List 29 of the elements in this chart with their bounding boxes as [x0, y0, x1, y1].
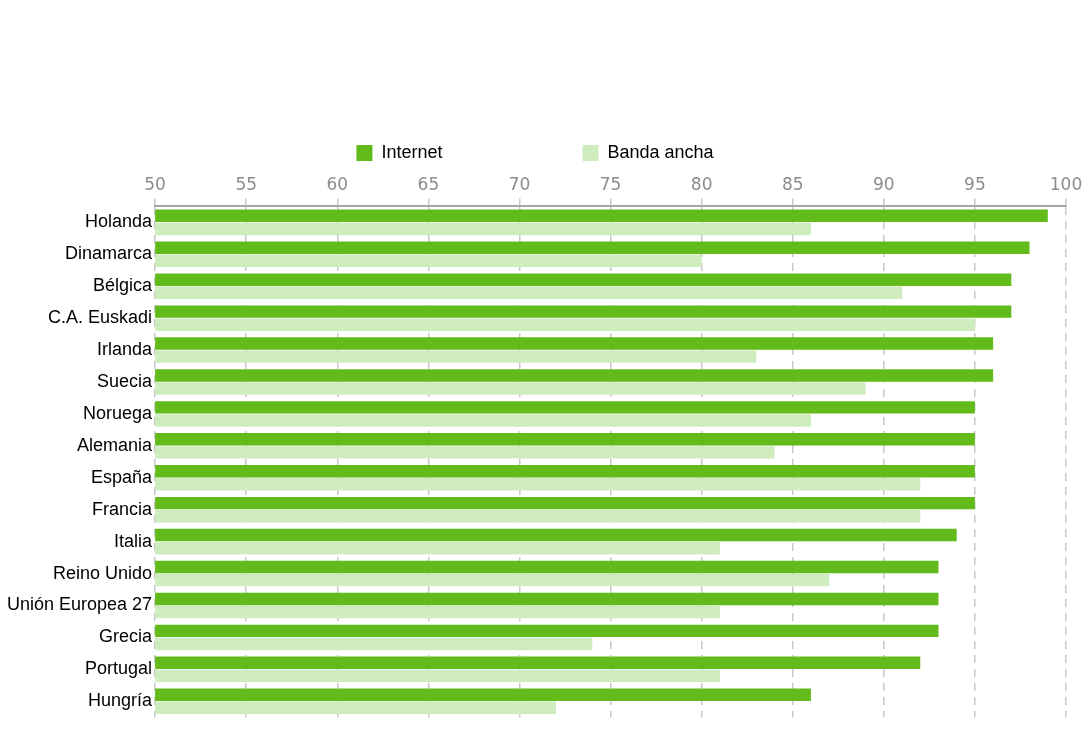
- x-tick-label: 95: [964, 173, 986, 194]
- y-tick-label: Bélgica: [93, 275, 154, 296]
- x-tick-label: 55: [235, 173, 258, 194]
- x-tick-label: 65: [417, 173, 440, 194]
- y-tick-label: Italia: [114, 530, 154, 551]
- y-tick-label: Noruega: [83, 402, 154, 423]
- y-tick-label: Holanda: [85, 211, 154, 232]
- y-tick-label: Alemania: [77, 434, 154, 455]
- y-tick-label: España: [91, 466, 154, 487]
- legend-label: Banda ancha: [607, 141, 715, 162]
- x-tick-label: 75: [599, 173, 622, 194]
- x-tick-label: 80: [690, 173, 713, 194]
- x-tick-label: 70: [508, 173, 531, 194]
- y-tick-label: Grecia: [99, 626, 154, 647]
- y-tick-label: C.A. Euskadi: [48, 307, 153, 328]
- x-tick-label: 50: [144, 173, 166, 194]
- y-tick-label: Hungría: [88, 690, 154, 711]
- y-tick-label: Reino Unido: [53, 562, 153, 583]
- y-tick-label: Dinamarca: [65, 243, 154, 264]
- y-tick-label: Unión Europea 27: [7, 594, 153, 615]
- y-tick-label: Portugal: [85, 658, 153, 679]
- y-tick-label: Francia: [92, 498, 154, 519]
- x-tick-label: 90: [873, 173, 895, 194]
- y-tick-label: Irlanda: [97, 339, 154, 360]
- x-tick-label: 60: [326, 173, 349, 194]
- x-tick-label: 100: [1049, 173, 1083, 194]
- y-tick-label: Suecia: [97, 370, 154, 391]
- legend-label: Internet: [381, 141, 443, 162]
- x-tick-label: 85: [781, 173, 804, 194]
